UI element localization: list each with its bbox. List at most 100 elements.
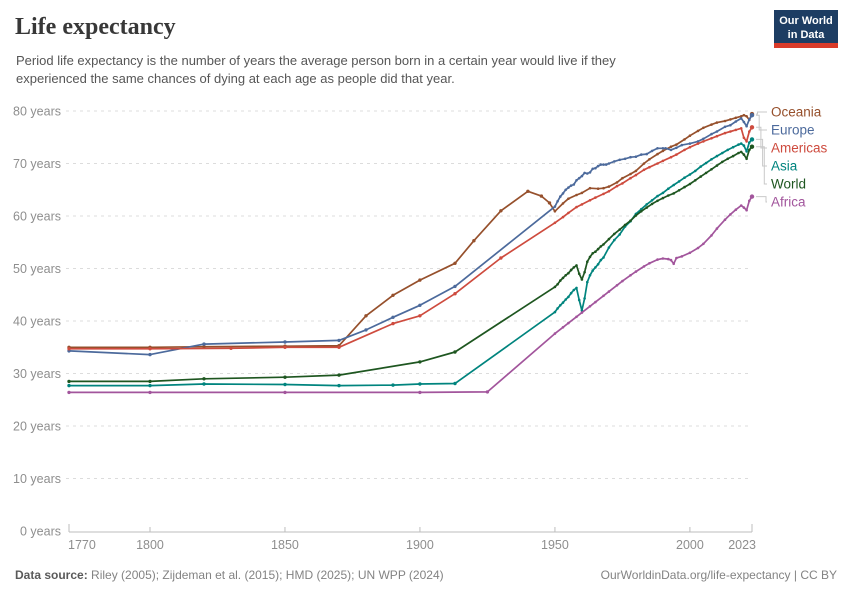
series-dot (710, 123, 713, 126)
legend-leader-line (756, 111, 767, 115)
series-dot (683, 176, 686, 179)
series-dot (453, 284, 457, 289)
legend-label-americas[interactable]: Americas (771, 141, 828, 156)
series-dot (391, 383, 395, 387)
series-line-oceania[interactable] (69, 113, 753, 349)
legend-label-asia[interactable]: Asia (771, 159, 798, 174)
series-dot (588, 186, 592, 190)
series-dot (607, 246, 611, 249)
series-dot (569, 268, 573, 272)
series-dot (661, 147, 665, 150)
series-dot (672, 183, 675, 187)
y-axis-label: 30 years (13, 367, 61, 381)
series-dot (67, 383, 71, 388)
legend-label-world[interactable]: World (771, 177, 806, 192)
series-dot (599, 258, 603, 262)
series-dot (729, 130, 732, 133)
series-dot (472, 239, 476, 243)
series-dot (580, 278, 584, 281)
series-dot (618, 158, 621, 162)
series-dot (588, 274, 592, 277)
series-dot (683, 138, 686, 141)
series-dot (391, 315, 395, 319)
owid-logo[interactable]: Our World in Data (774, 10, 838, 48)
legend-label-europe[interactable]: Europe (771, 123, 815, 138)
series-dot (559, 279, 562, 282)
series-dot (148, 390, 152, 395)
y-axis-label: 10 years (13, 472, 61, 486)
series-dot (561, 326, 565, 329)
series-dot (591, 167, 594, 171)
series-dot (418, 390, 422, 395)
series-dot (556, 200, 559, 203)
series-dot (202, 342, 206, 346)
series-dot (580, 311, 584, 314)
series-dot (564, 274, 567, 277)
series-dot (621, 182, 624, 185)
series-dot (539, 194, 544, 198)
series-dot (734, 128, 738, 132)
series-dot (337, 338, 341, 343)
series-end-dot (749, 137, 755, 142)
series-dot (739, 204, 743, 207)
series-dot (364, 328, 368, 332)
series-dot (642, 168, 646, 172)
series-dot (742, 153, 746, 156)
series-dot (672, 192, 675, 195)
series-end-dot (749, 125, 755, 130)
series-dot (591, 252, 594, 255)
series-dot (615, 284, 619, 287)
series-dot (729, 118, 732, 121)
data-source-text: Riley (2005); Zijdeman et al. (2015); HM… (91, 568, 444, 582)
series-dot (661, 257, 665, 260)
series-dot (602, 192, 605, 196)
series-dot (715, 227, 719, 230)
series-dot (561, 215, 565, 219)
series-dot (683, 185, 686, 189)
series-dot (645, 203, 648, 206)
series-dot (723, 218, 727, 221)
series-dot (418, 314, 422, 318)
series-dot (615, 181, 619, 184)
legend-label-oceania[interactable]: Oceania (771, 105, 822, 120)
series-dot (664, 147, 667, 150)
series-dot (729, 213, 732, 216)
series-dot (634, 169, 638, 173)
citation-link[interactable]: OurWorldinData.org/life-expectancy | CC … (600, 568, 837, 582)
series-dot (607, 185, 611, 188)
series-dot (745, 150, 748, 153)
series-dot (283, 375, 287, 379)
series-dot (229, 346, 233, 350)
series-dot (694, 169, 697, 173)
series-dot (656, 258, 659, 261)
y-axis-label: 80 years (13, 105, 61, 119)
series-dot (337, 373, 341, 377)
series-dot (567, 197, 570, 200)
series-dot (588, 305, 592, 308)
series-dot (721, 151, 724, 155)
series-dot (669, 258, 673, 262)
series-dot (613, 160, 616, 163)
series-dot (67, 379, 71, 384)
series-dot (586, 172, 589, 175)
series-end-dot (749, 194, 755, 199)
series-dot (723, 119, 727, 123)
series-dot (702, 140, 705, 143)
series-dot (559, 304, 562, 307)
series-dot (607, 237, 611, 241)
legend-label-africa[interactable]: Africa (771, 195, 806, 210)
series-dot (607, 190, 611, 193)
series-dot (591, 269, 594, 272)
series-dot (648, 158, 651, 161)
series-dot (602, 256, 605, 259)
series-dot (499, 256, 503, 260)
series-dot (564, 298, 567, 301)
series-dot (737, 143, 740, 146)
series-dot (594, 266, 597, 269)
series-dot (577, 176, 581, 180)
series-dot (575, 205, 578, 209)
series-line-africa[interactable] (69, 196, 753, 394)
series-dot (688, 182, 692, 186)
series-dot (607, 162, 611, 165)
series-dot (575, 193, 578, 197)
